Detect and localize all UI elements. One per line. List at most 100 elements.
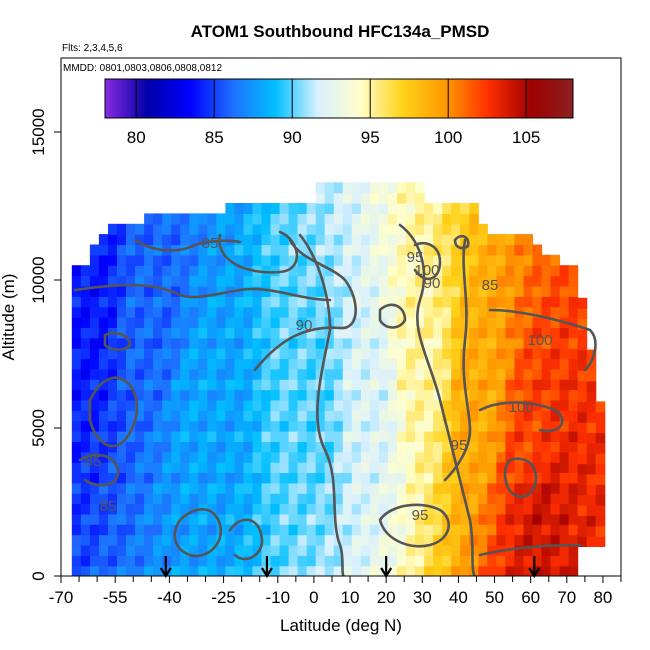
heatmap-cell [261,254,272,266]
heatmap-cell [216,555,226,567]
heatmap-cell [108,379,118,391]
heatmap-cell [234,544,244,556]
heatmap-cell [225,337,235,349]
heatmap-cell [378,503,389,515]
heatmap-cell [333,317,344,328]
heatmap-cell [451,275,461,287]
heatmap-cell [333,379,344,391]
heatmap-cell [514,254,524,266]
heatmap-cell [378,265,389,277]
heatmap-cell [189,493,199,505]
heatmap-cell [216,544,226,556]
heatmap-cell [550,524,561,536]
heatmap-cell [171,317,181,328]
heatmap-cell [108,306,118,318]
contour-100-right [488,308,597,372]
heatmap-cell [315,399,326,411]
heatmap-cell [126,306,136,318]
heatmap-cell [388,265,398,277]
heatmap-cell [523,524,534,536]
heatmap-cell [523,234,534,246]
heatmap-cell [586,401,597,413]
heatmap-cell [433,348,443,360]
heatmap-cell [415,234,425,246]
heatmap-cell [126,410,136,422]
heatmap-cell [207,296,217,308]
heatmap-cell [406,399,416,411]
heatmap-cell [98,493,109,505]
heatmap-cell [315,337,326,349]
heatmap-cell [225,472,235,484]
heatmap-cell [225,203,235,214]
heatmap-cell [171,234,181,246]
heatmap-cell [442,203,452,214]
heatmap-cell [89,555,100,567]
heatmap-cell [198,296,208,308]
heatmap-cell [451,254,461,266]
heatmap-cell [153,317,163,328]
heatmap-cell [487,441,497,453]
heatmap-cell [135,399,145,411]
heatmap-cell [261,275,272,287]
heatmap-cell [279,513,290,525]
heatmap-cell [523,327,534,339]
heatmap-cell [225,420,235,432]
heatmap-cell [351,234,362,246]
heatmap-cell [261,203,272,214]
heatmap-cell [351,451,362,463]
heatmap-cell [424,203,434,214]
heatmap-cell [108,420,118,432]
heatmap-cell [171,348,181,360]
heatmap-cell [568,503,579,515]
heatmap-cell [388,254,398,266]
heatmap-cell [478,389,488,401]
heatmap-cell [415,223,425,235]
heatmap-cell [451,203,461,214]
heatmap-cell [415,182,425,194]
heatmap-cell [135,565,145,576]
heatmap-cell [415,285,425,297]
heatmap-cell [225,555,235,567]
heatmap-cell [478,234,488,246]
heatmap-cell [315,244,326,256]
heatmap-cell [360,565,371,576]
heatmap-cell [397,472,407,484]
heatmap-cell [261,482,272,494]
heatmap-cell [478,348,488,360]
x-tick-label: 70 [557,588,576,607]
heatmap-cell [117,555,127,567]
heatmap-cell [478,327,488,339]
heatmap-cell [261,451,272,463]
heatmap-cell [207,513,217,525]
heatmap-cell [550,565,561,576]
heatmap-cell [270,431,281,442]
heatmap-cell [342,431,353,442]
heatmap-cell [80,379,91,391]
heatmap-cell [171,306,181,318]
heatmap-cell [144,493,154,505]
heatmap-cell [559,265,570,277]
heatmap-cell [234,513,244,525]
heatmap-cell [415,192,425,204]
heatmap-cell [523,317,534,328]
heatmap-cell [559,296,570,308]
heatmap-cell [270,275,281,287]
heatmap-cell [360,441,371,453]
heatmap-cell [270,327,281,339]
heatmap-cell [442,451,452,463]
heatmap-cell [126,534,136,546]
heatmap-cell [388,223,398,235]
heatmap-cell [559,503,570,515]
heatmap-cell [514,544,524,556]
heatmap-cell [433,524,443,536]
heatmap-cell [424,503,434,515]
contour-100-mid [478,401,564,433]
heatmap-cell [171,503,181,515]
heatmap-cell [469,358,479,370]
heatmap-cell [469,244,479,256]
heatmap-cell [144,399,154,411]
colorbar-tick-label: 105 [512,128,540,147]
heatmap-cell [198,234,208,246]
heatmap-cell [595,411,606,423]
plot-frame [60,57,622,577]
